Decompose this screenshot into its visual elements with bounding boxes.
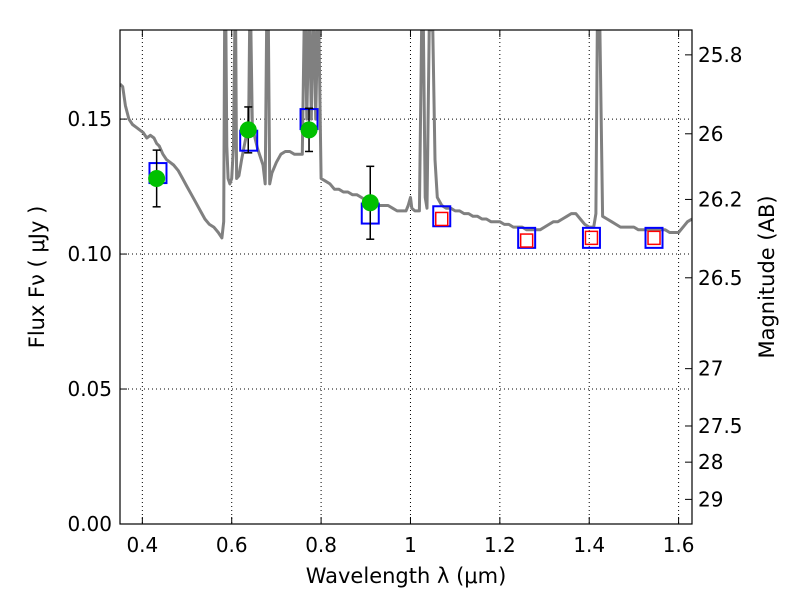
limit-flux-marker bbox=[584, 230, 599, 246]
x-tick-label: 0.6 bbox=[216, 533, 248, 557]
x-tick-label: 1.4 bbox=[573, 533, 605, 557]
model-flux-marker bbox=[517, 226, 537, 249]
mag-tick-label: 27.5 bbox=[698, 414, 743, 438]
x-tick-label: 0.8 bbox=[305, 533, 337, 557]
mag-tick-label: 26 bbox=[698, 122, 723, 146]
x-tick-label: 1 bbox=[404, 533, 417, 557]
grid-lines bbox=[120, 30, 692, 524]
x-tick-label: 1.6 bbox=[663, 533, 695, 557]
plot-frame bbox=[119, 29, 693, 525]
y2-axis-label: Magnitude (AB) bbox=[755, 195, 779, 358]
mag-tick-label: 27 bbox=[698, 357, 723, 381]
limit-flux-marker bbox=[435, 211, 449, 227]
model-flux-marker bbox=[432, 205, 452, 228]
y-tick-label: 0.00 bbox=[67, 512, 112, 536]
limit-flux-marker bbox=[647, 230, 661, 246]
y-axis-label: Flux Fν ( μJy ) bbox=[25, 206, 49, 349]
model-flux-marker bbox=[644, 226, 664, 249]
mag-tick-label: 25.8 bbox=[698, 43, 743, 67]
model-flux-marker bbox=[581, 226, 601, 249]
observed-flux-point bbox=[239, 121, 257, 139]
y-tick-label: 0.05 bbox=[67, 377, 112, 401]
observed-flux-point bbox=[148, 169, 166, 187]
observed-flux-point bbox=[300, 121, 318, 139]
observed-flux-point bbox=[361, 194, 379, 212]
plot-area bbox=[120, 30, 692, 249]
mag-tick-label: 26.5 bbox=[698, 266, 743, 290]
mag-tick-label: 28 bbox=[698, 450, 723, 474]
x-tick-label: 1.2 bbox=[484, 533, 516, 557]
mag-tick-label: 26.2 bbox=[698, 187, 743, 211]
spectrum-line bbox=[120, 30, 692, 240]
limit-flux-marker bbox=[519, 233, 534, 248]
y-tick-label: 0.10 bbox=[67, 242, 112, 266]
x-axis-label: Wavelength λ (μm) bbox=[306, 564, 507, 588]
x-tick-label: 0.4 bbox=[126, 533, 158, 557]
mag-tick-label: 29 bbox=[698, 487, 723, 511]
y-tick-label: 0.15 bbox=[67, 107, 112, 131]
